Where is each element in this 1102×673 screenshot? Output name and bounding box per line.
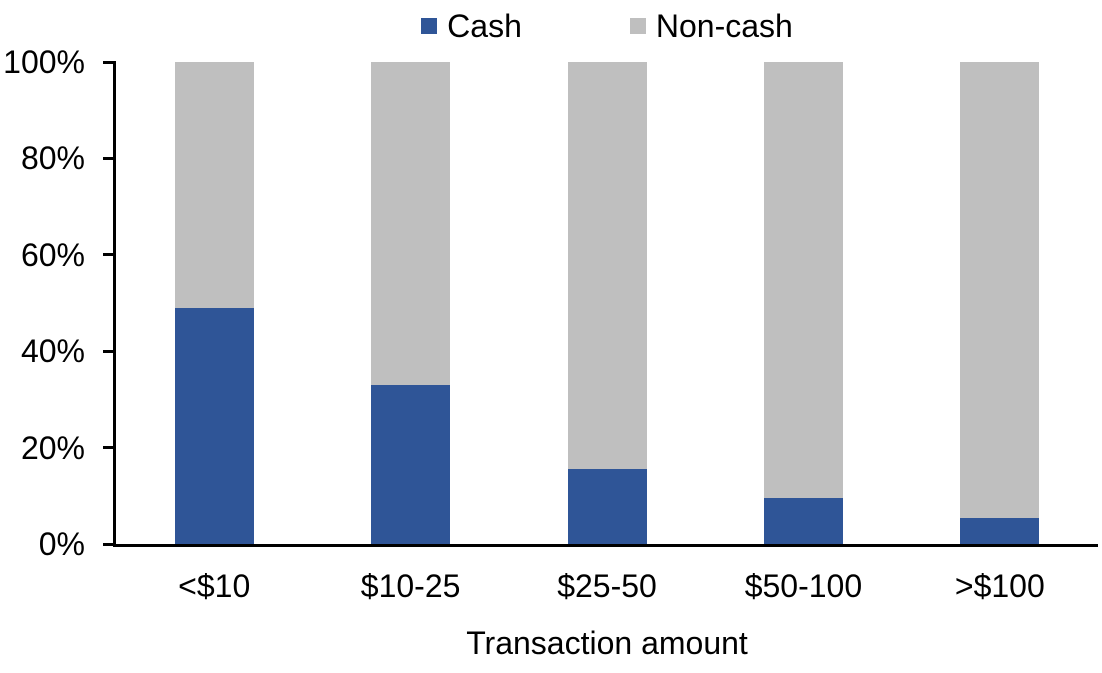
plot-area bbox=[103, 60, 1098, 547]
legend-label-cash: Cash bbox=[447, 8, 522, 44]
stacked-bar bbox=[960, 62, 1040, 544]
bar-segment-non-cash bbox=[174, 62, 254, 308]
y-axis-tick bbox=[103, 349, 116, 353]
stacked-bar bbox=[567, 62, 647, 544]
bar-segment-non-cash bbox=[371, 62, 451, 385]
chart-legend: Cash Non-cash bbox=[116, 6, 1098, 46]
bar-segment-cash bbox=[371, 384, 451, 544]
legend-item-cash: Cash bbox=[421, 6, 522, 46]
bar-slot bbox=[509, 62, 705, 544]
stacked-bar bbox=[371, 62, 451, 544]
y-tick-label: 60% bbox=[20, 236, 85, 273]
legend-label-non-cash: Non-cash bbox=[655, 8, 793, 44]
bar-slot bbox=[312, 62, 508, 544]
x-category-label: $25-50 bbox=[557, 568, 657, 604]
y-tick-label: 0% bbox=[38, 526, 85, 562]
legend-item-non-cash: Non-cash bbox=[629, 6, 793, 46]
x-category-label: >$100 bbox=[954, 568, 1045, 604]
y-tick-label: 80% bbox=[20, 140, 85, 177]
y-tick-label: 40% bbox=[20, 333, 85, 370]
y-axis-tick bbox=[103, 60, 116, 64]
legend-swatch-cash-icon bbox=[421, 18, 438, 34]
bar-slot bbox=[116, 62, 312, 544]
y-tick-label: 20% bbox=[20, 429, 85, 466]
legend-swatch-non-cash-icon bbox=[629, 18, 646, 34]
bar-segment-non-cash bbox=[960, 62, 1040, 518]
bar-segment-non-cash bbox=[567, 62, 647, 470]
y-axis-tick bbox=[103, 253, 116, 257]
plot-slots bbox=[116, 62, 1098, 544]
x-category-label: <$10 bbox=[178, 568, 251, 604]
bar-slot bbox=[705, 62, 901, 544]
bar-slot bbox=[902, 62, 1098, 544]
x-axis-title: Transaction amount bbox=[466, 625, 748, 661]
bar-segment-cash bbox=[174, 307, 254, 544]
bar-segment-non-cash bbox=[763, 62, 843, 499]
y-axis-tick bbox=[103, 542, 116, 546]
y-axis-tick bbox=[103, 156, 116, 160]
stacked-bar bbox=[174, 62, 254, 544]
x-axis-labels: <$10 $10-25 $25-50 $50-100 >$100 bbox=[116, 568, 1098, 604]
y-axis-tick bbox=[103, 446, 116, 450]
bar-segment-cash bbox=[960, 517, 1040, 544]
x-category-label: $50-100 bbox=[744, 568, 863, 604]
y-tick-label: 100% bbox=[3, 44, 85, 80]
x-axis-line bbox=[113, 544, 1098, 547]
bar-segment-cash bbox=[763, 498, 843, 544]
bar-segment-cash bbox=[567, 469, 647, 544]
stacked-bar bbox=[763, 62, 843, 544]
x-category-label: $10-25 bbox=[360, 568, 461, 604]
